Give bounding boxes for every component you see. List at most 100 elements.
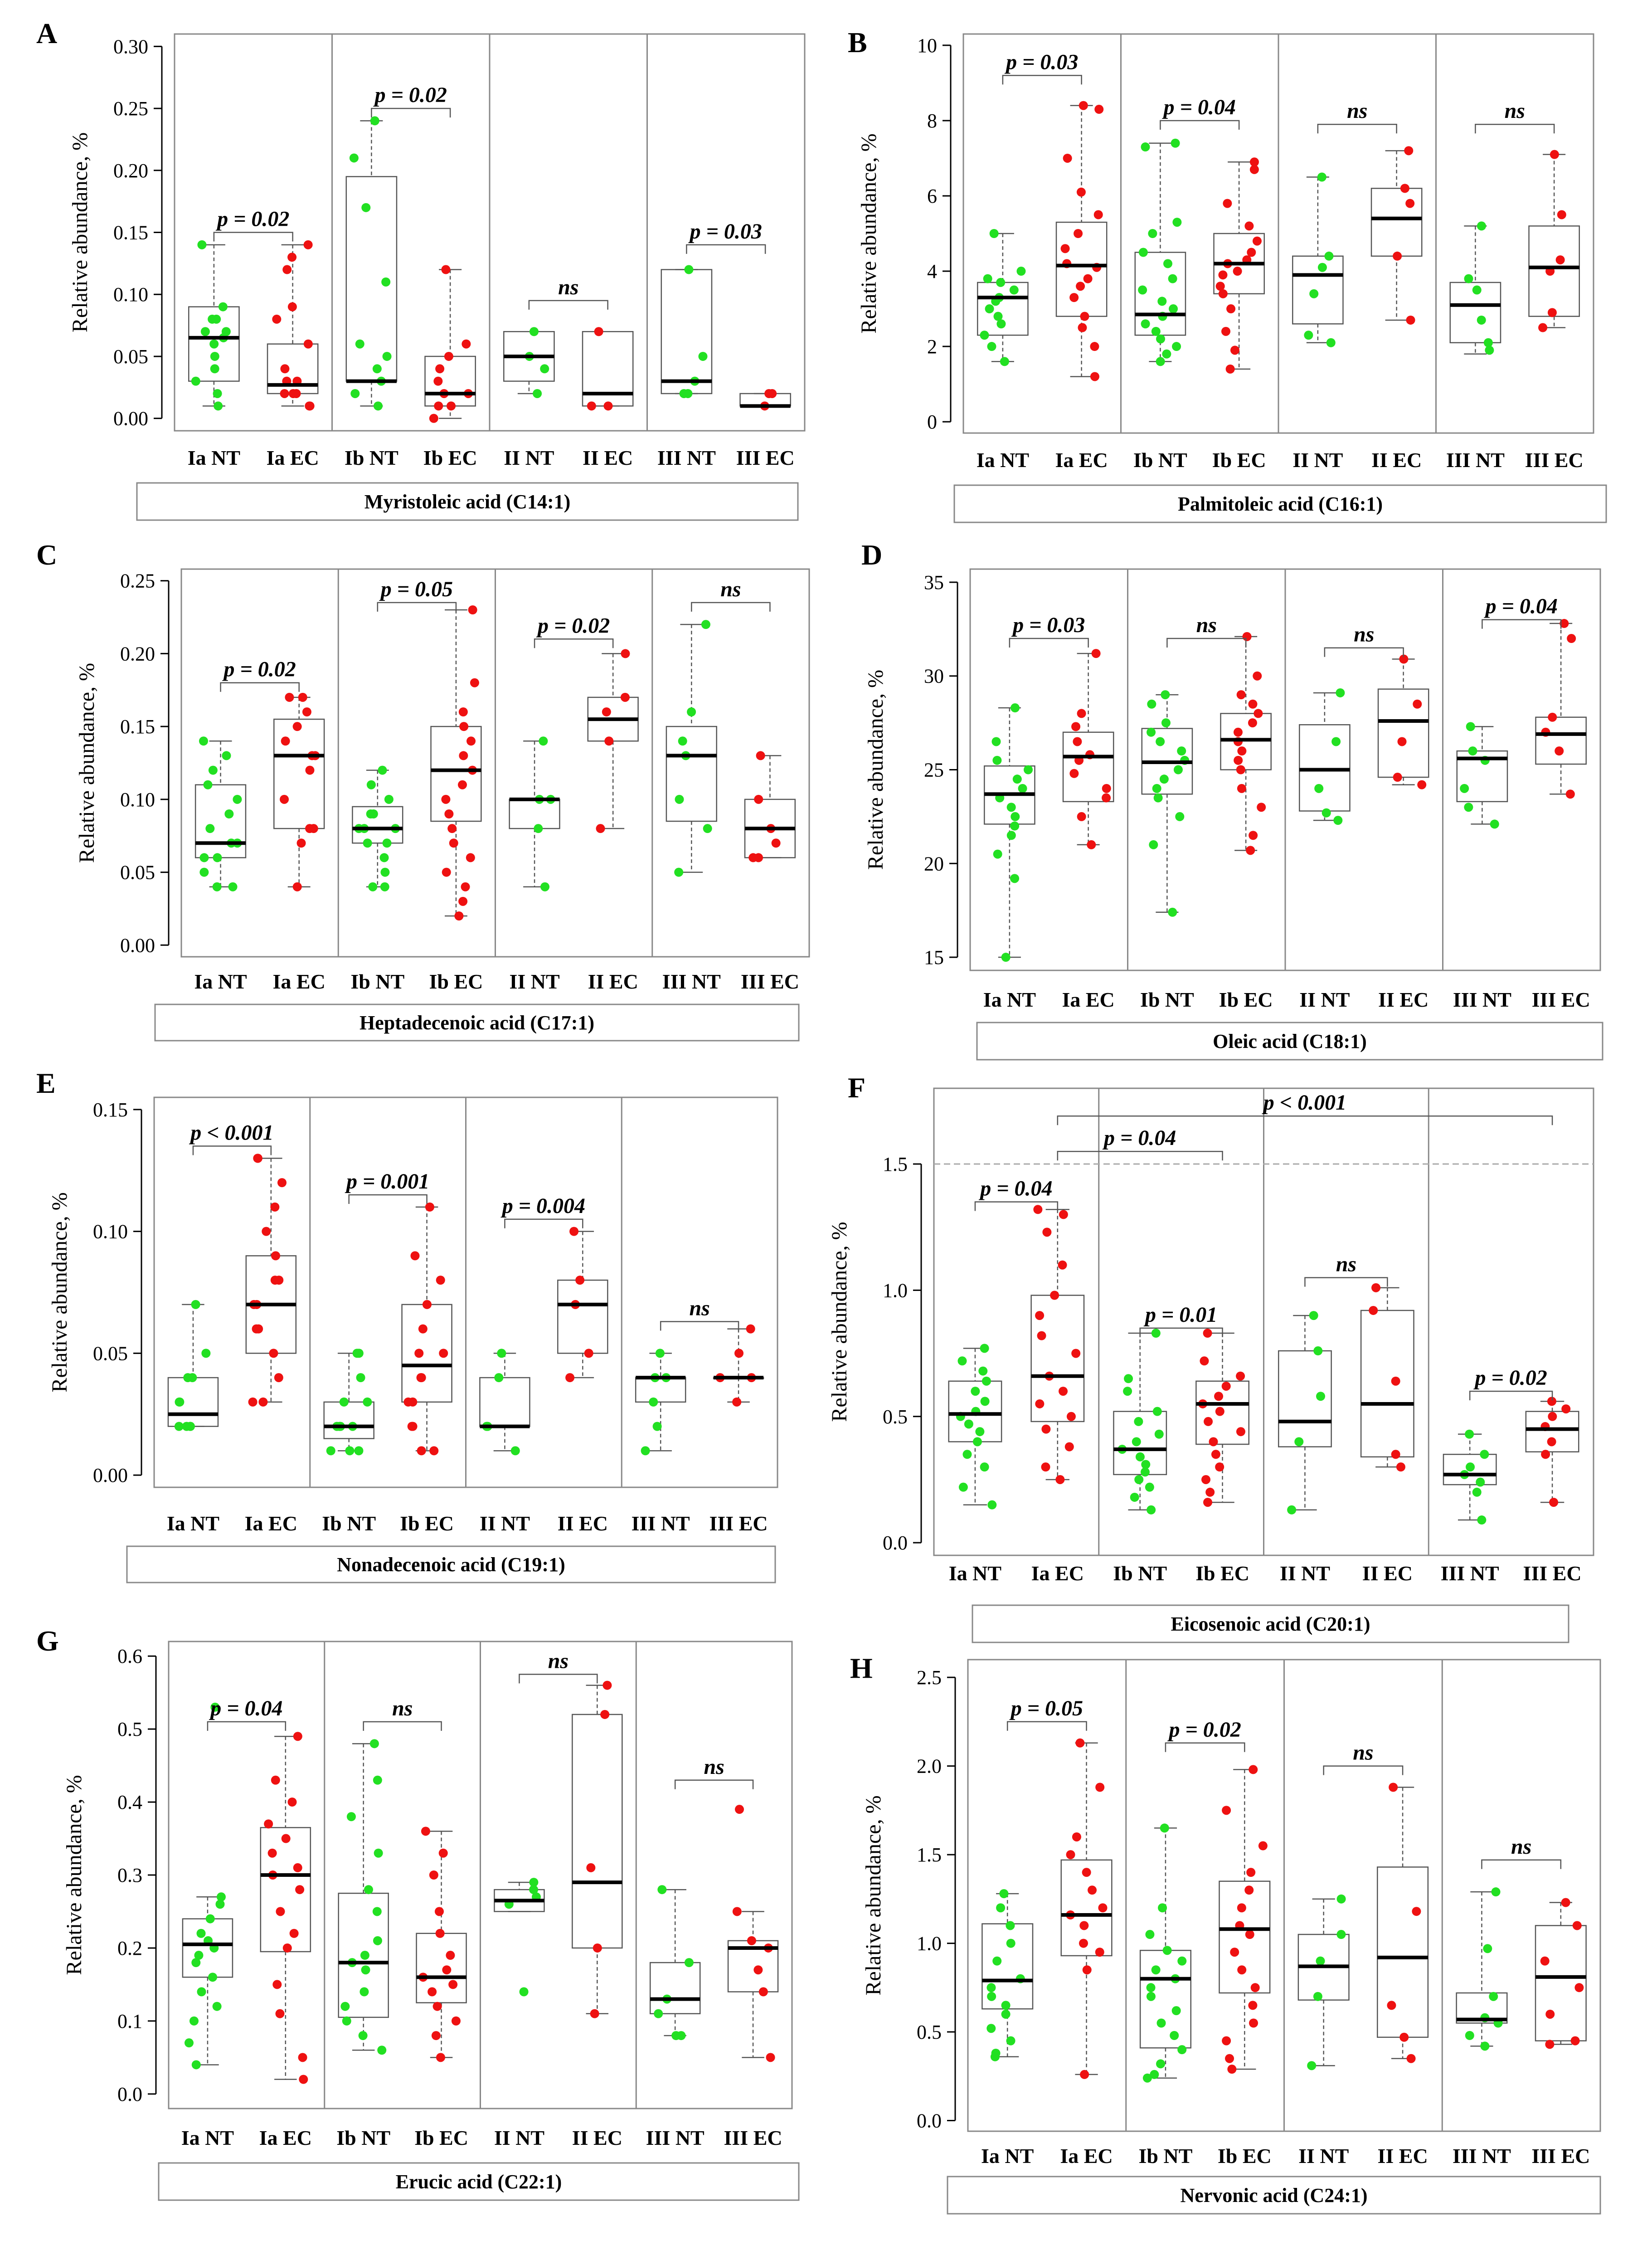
data-point [1000, 357, 1009, 366]
x-tick-label: II EC [572, 2126, 622, 2149]
box-iqr [1449, 282, 1501, 344]
data-point [1150, 2070, 1159, 2079]
data-point [1035, 1311, 1045, 1320]
y-tick-label: 0.15 [120, 716, 155, 738]
data-point [213, 389, 222, 398]
data-point [1059, 1387, 1068, 1396]
data-point [434, 1907, 444, 1916]
data-point [1215, 1407, 1224, 1416]
data-point [529, 327, 539, 336]
x-tick-label: II EC [1378, 988, 1428, 1011]
data-point [1211, 1450, 1220, 1459]
x-tick-label: II EC [1362, 1562, 1413, 1585]
panel-title: Oleic acid (C18:1) [1213, 1030, 1367, 1052]
data-point [1227, 2065, 1237, 2074]
data-point [734, 1349, 744, 1358]
data-point [208, 1973, 218, 1982]
significance-bracket [1139, 1327, 1223, 1337]
data-point [1317, 263, 1327, 272]
box-iqr [1535, 1925, 1587, 2041]
data-point [1147, 1505, 1156, 1515]
data-point [1093, 210, 1103, 219]
data-point [1236, 1371, 1245, 1381]
data-point [621, 649, 630, 658]
y-tick-label: 1.5 [883, 1153, 908, 1175]
data-point [289, 1929, 299, 1938]
data-point [1209, 1437, 1218, 1447]
x-tick-label: Ib EC [414, 2126, 468, 2149]
data-point [1156, 357, 1165, 366]
data-point [1313, 1346, 1323, 1356]
data-point [1393, 773, 1402, 782]
data-point [1222, 2036, 1231, 2046]
y-tick-label: 0.30 [113, 35, 148, 58]
data-point [262, 1227, 271, 1236]
x-tick-label: III EC [709, 1512, 768, 1535]
significance-label: ns [1353, 1741, 1373, 1765]
data-point [1163, 259, 1172, 268]
data-point [990, 2052, 1000, 2061]
data-point [439, 1349, 448, 1358]
data-point [1079, 1939, 1088, 1948]
data-point [1134, 1417, 1143, 1426]
data-point [382, 838, 392, 848]
data-point [414, 1349, 424, 1358]
data-point [1077, 709, 1086, 718]
data-point [447, 824, 457, 833]
data-point [1221, 1381, 1231, 1391]
y-axis-label: Relative abundance, % [48, 1192, 72, 1392]
data-point [1237, 1903, 1246, 1913]
data-point [1077, 812, 1086, 821]
data-point [296, 838, 306, 848]
significance-bracket [974, 1201, 1059, 1211]
box-iqr [1113, 1411, 1167, 1476]
x-tick-label: Ia EC [1055, 448, 1108, 472]
data-point [194, 1951, 204, 1960]
data-point [287, 1797, 297, 1807]
data-point [1090, 372, 1099, 381]
x-tick-label: II EC [558, 1512, 608, 1535]
data-point [466, 736, 476, 746]
data-point [1162, 1946, 1172, 1955]
y-tick-label: 0.5 [917, 2021, 942, 2043]
panel-title: Eicosenoic acid (C20:1) [1171, 1613, 1370, 1635]
data-point [355, 339, 364, 349]
data-point [1317, 172, 1326, 182]
data-point [224, 809, 234, 818]
y-tick-label: 0.10 [113, 283, 148, 306]
data-point [987, 342, 996, 351]
data-point [292, 882, 302, 891]
box-iqr [430, 726, 482, 822]
data-point [684, 265, 694, 274]
data-point [352, 1349, 362, 1358]
x-tick-label: III EC [1532, 988, 1590, 1011]
y-tick-label: 0.2 [117, 1937, 142, 1959]
data-point [1490, 819, 1499, 829]
data-point [986, 1983, 996, 1992]
data-point [1244, 221, 1254, 231]
data-point [458, 707, 468, 716]
data-point [1225, 364, 1235, 374]
data-point [980, 1462, 989, 1472]
data-point [703, 824, 712, 833]
significance-bracket [1009, 638, 1089, 648]
data-point [1336, 1894, 1346, 1904]
data-point [175, 1397, 185, 1407]
data-point [1405, 199, 1415, 208]
y-tick-label: 0.6 [117, 1645, 142, 1667]
data-point [342, 2016, 351, 2026]
data-point [1059, 1210, 1068, 1219]
data-point [293, 1863, 302, 1872]
box-iqr [1219, 1880, 1271, 1994]
data-point [1472, 285, 1482, 295]
data-point [1253, 671, 1262, 681]
data-point [280, 364, 290, 374]
data-point [1246, 1868, 1256, 1877]
data-point [372, 364, 382, 374]
panel-title-box [972, 1604, 1569, 1643]
data-point [274, 1373, 283, 1383]
data-point [1135, 1452, 1145, 1461]
data-point [1485, 346, 1494, 355]
data-point [1171, 138, 1180, 148]
data-point [586, 1863, 596, 1872]
